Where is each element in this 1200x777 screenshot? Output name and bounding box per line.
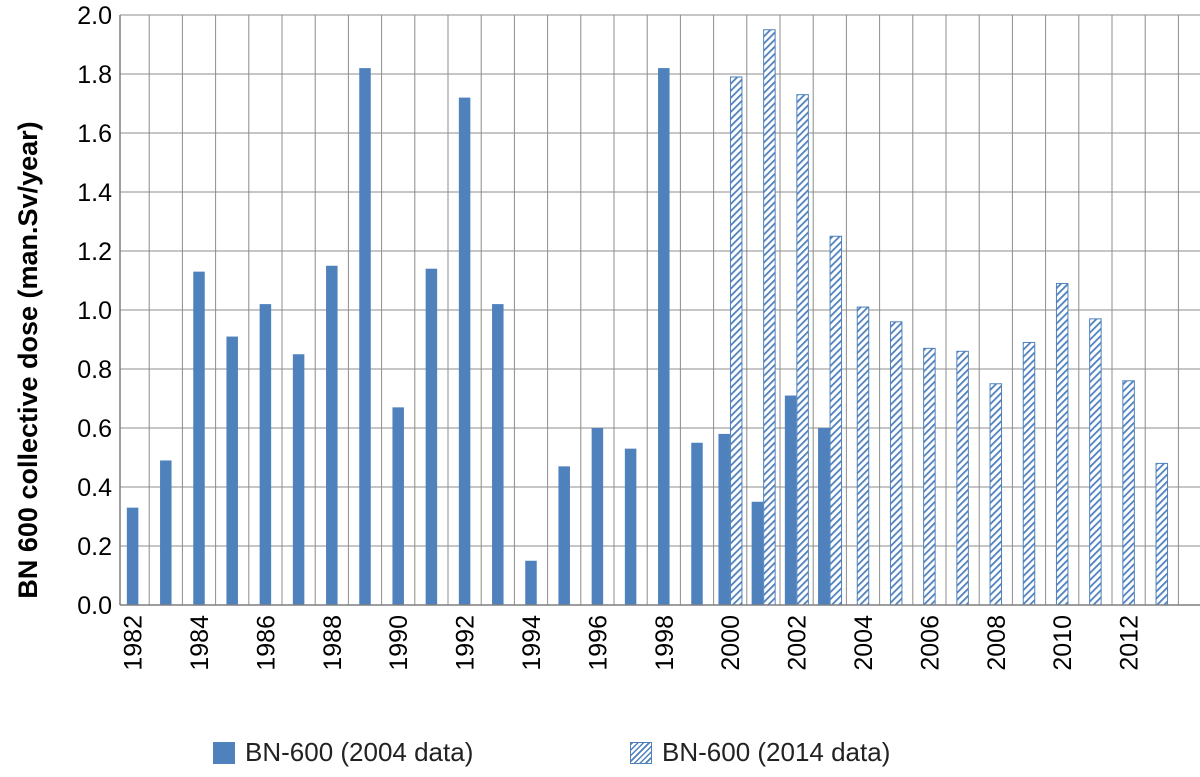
bar-2014-data-2000 bbox=[729, 76, 743, 606]
bar-2004-data-1989 bbox=[359, 68, 371, 606]
bar-2004-data-1998 bbox=[658, 68, 670, 606]
bar-2014-data-2004 bbox=[856, 306, 870, 606]
bar-2004-data-1996 bbox=[591, 428, 604, 605]
bar-2004-data-2000 bbox=[718, 433, 730, 605]
y-tick-label: 0.2 bbox=[77, 533, 112, 561]
y-tick-label: 0.8 bbox=[77, 356, 112, 384]
bar-2014-data-2008 bbox=[989, 383, 1003, 606]
bar-2004-data-1993 bbox=[492, 304, 504, 605]
bar-2004-data-1994 bbox=[525, 560, 537, 605]
y-tick-label: 1.2 bbox=[77, 238, 112, 266]
legend-swatch-solid bbox=[213, 741, 235, 764]
x-tick-label: 1992 bbox=[452, 615, 480, 671]
bar-2014-data-2006 bbox=[923, 347, 936, 606]
legend-item-2014: BN-600 (2014 data) bbox=[630, 737, 890, 768]
legend-label-2014: BN-600 (2014 data) bbox=[662, 737, 891, 767]
x-tick-label: 2006 bbox=[916, 615, 944, 671]
legend: BN-600 (2004 data) BN-600 (2014 data) bbox=[0, 735, 1200, 777]
x-tick-label: 1988 bbox=[319, 615, 347, 671]
bar-2004-data-1991 bbox=[425, 268, 438, 605]
y-tick-label: 1.8 bbox=[77, 61, 112, 89]
bar-2014-data-2001 bbox=[763, 29, 776, 606]
legend-swatch-hatched bbox=[630, 741, 652, 764]
x-tick-label: 1982 bbox=[120, 615, 148, 671]
x-tick-label: 1998 bbox=[651, 615, 679, 671]
x-tick-label: 2000 bbox=[717, 615, 745, 671]
bar-2004-data-1983 bbox=[160, 460, 172, 605]
bar-2004-data-1999 bbox=[691, 442, 703, 605]
x-tick-label: 2010 bbox=[1049, 615, 1077, 671]
bar-2014-data-2012 bbox=[1122, 380, 1135, 606]
y-tick-label: 0.4 bbox=[77, 474, 112, 502]
axes: 0.0 0.2 0.4 0.6 0.8 1.0 1.2 1.4 1.6 1.8 2.0 1982 198… bbox=[77, 2, 1200, 671]
chart: 0.0 0.2 0.4 0.6 0.8 1.0 1.2 1.4 1.6 1.8 2.0 1982 198… bbox=[13, 2, 1200, 671]
legend-label-2004: BN-600 (2004 data) bbox=[245, 737, 474, 767]
bar-2004-data-1990 bbox=[392, 407, 404, 605]
x-tick-label: 2008 bbox=[983, 615, 1011, 671]
bar-2014-data-2011 bbox=[1089, 318, 1102, 606]
x-tick-label: 1986 bbox=[252, 615, 280, 671]
bar-2014-data-2005 bbox=[889, 321, 903, 606]
x-tick-label: 2002 bbox=[784, 615, 812, 671]
y-tick-label: 1.4 bbox=[77, 179, 112, 207]
y-tick-label: 0.6 bbox=[77, 415, 112, 443]
bars bbox=[126, 29, 1169, 606]
y-tick-label: 1.6 bbox=[77, 120, 112, 148]
bar-2014-data-2002 bbox=[796, 94, 809, 606]
bar-2004-data-2003 bbox=[818, 428, 830, 605]
bar-2014-data-2010 bbox=[1055, 282, 1069, 606]
bar-2004-data-1985 bbox=[226, 336, 238, 605]
bar-2014-data-2009 bbox=[1022, 341, 1036, 606]
bar-2004-data-1982 bbox=[126, 507, 139, 605]
y-tick-label: 2.0 bbox=[77, 2, 112, 30]
bar-2014-data-2007 bbox=[956, 350, 969, 606]
bar-2004-data-1987 bbox=[292, 354, 305, 605]
bar-2014-data-2013 bbox=[1155, 462, 1169, 606]
x-tick-label: 1996 bbox=[584, 615, 612, 671]
bar-2004-data-1992 bbox=[458, 97, 471, 605]
x-tick-label: 2004 bbox=[850, 615, 878, 671]
bar-2004-data-1984 bbox=[193, 271, 205, 605]
bar-2004-data-2001 bbox=[751, 501, 764, 605]
bar-2004-data-1988 bbox=[326, 265, 338, 605]
x-tick-label: 2012 bbox=[1116, 615, 1144, 671]
bar-2004-data-1997 bbox=[624, 448, 637, 605]
legend-item-2004: BN-600 (2004 data) bbox=[213, 737, 473, 768]
x-tick-label: 1984 bbox=[186, 615, 214, 671]
grid bbox=[120, 14, 1200, 606]
y-axis-title: BN 600 collective dose (man.Sv/year) bbox=[13, 121, 43, 598]
x-tick-label: 1994 bbox=[518, 615, 546, 671]
bar-2004-data-1995 bbox=[558, 466, 570, 605]
y-tick-label: 1.0 bbox=[77, 297, 112, 325]
bar-2004-data-1986 bbox=[259, 304, 272, 605]
bar-2004-data-2002 bbox=[784, 395, 797, 605]
y-tick-label: 0.0 bbox=[77, 592, 112, 620]
x-tick-label: 1990 bbox=[385, 615, 413, 671]
bar-2014-data-2003 bbox=[829, 235, 843, 606]
